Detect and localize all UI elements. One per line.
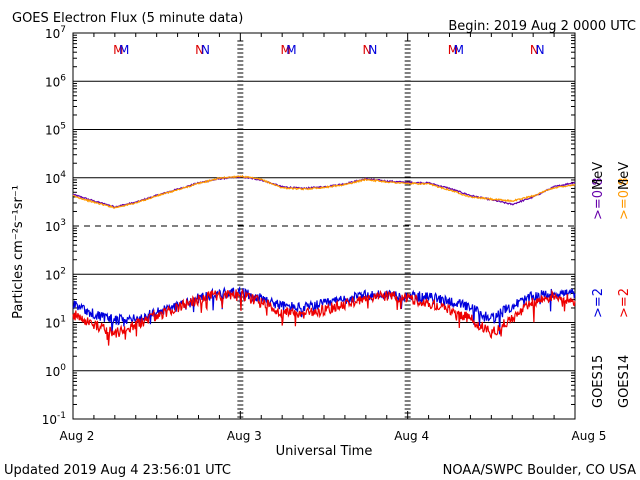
y-axis-label: Particles cm⁻²s⁻¹sr⁻¹ [11, 185, 26, 319]
event-marker: N [536, 43, 545, 57]
plot-frame [72, 32, 576, 420]
legend-satellite: GOES15 [591, 355, 606, 408]
data-series [72, 174, 576, 346]
x-tick-label: Aug 3 [227, 429, 262, 443]
y-tick-label: 104 [45, 170, 66, 186]
legend-energy-08mev: >=0.8 [591, 178, 606, 220]
event-marker: M [119, 43, 129, 57]
y-tick-label: 107 [45, 25, 66, 41]
event-marker: M [448, 43, 458, 57]
grid-lines [73, 80, 575, 420]
event-marker: M [454, 43, 464, 57]
series-line [72, 288, 576, 346]
event-marker: M [286, 43, 296, 57]
event-marker: M [280, 43, 290, 57]
y-tick-label: 10-1 [42, 411, 66, 427]
x-tick-labels: Aug 2 Aug 3 Aug 4 Aug 5 [60, 429, 607, 443]
legend-unit: MeV [617, 162, 632, 190]
series-line [72, 174, 576, 209]
day-divider-ticks [72, 33, 576, 419]
x-tick-label: Aug 4 [394, 429, 429, 443]
chart-title: GOES Electron Flux (5 minute data) [12, 11, 243, 26]
event-marker: N [201, 43, 210, 57]
legend-unit: MeV [591, 162, 606, 190]
event-marker: N [368, 43, 377, 57]
legend-satellite: GOES14 [617, 355, 632, 408]
y-tick-label: 100 [45, 363, 66, 379]
series-line [72, 175, 576, 208]
series-line [72, 285, 576, 335]
updated-time: Updated 2019 Aug 4 23:56:01 UTC [4, 463, 231, 478]
x-axis-label: Universal Time [276, 444, 373, 459]
begin-time: Begin: 2019 Aug 2 0000 UTC [448, 19, 636, 34]
y-tick-label: 106 [45, 73, 66, 89]
y-tick-label: 101 [45, 315, 66, 331]
source-credit: NOAA/SWPC Boulder, CO USA [443, 463, 636, 478]
y-tick-labels: 107 106 105 104 103 102 101 100 10-1 [42, 25, 575, 427]
y-tick-label: 102 [45, 266, 66, 282]
event-markers: MM NN MM NN MM NN [113, 43, 544, 57]
event-marker: N [530, 43, 539, 57]
legend-energy-08mev: >=0.8 [617, 178, 632, 220]
y-tick-label: 105 [45, 122, 66, 138]
legend-energy-2mev: >=2 [617, 288, 632, 318]
y-tick-label: 103 [45, 218, 66, 234]
x-tick-label: Aug 5 [572, 429, 607, 443]
x-tick-label: Aug 2 [60, 429, 95, 443]
event-marker: N [363, 43, 372, 57]
event-marker: N [195, 43, 204, 57]
legend-energy-2mev: >=2 [591, 288, 606, 318]
event-marker: M [113, 43, 123, 57]
